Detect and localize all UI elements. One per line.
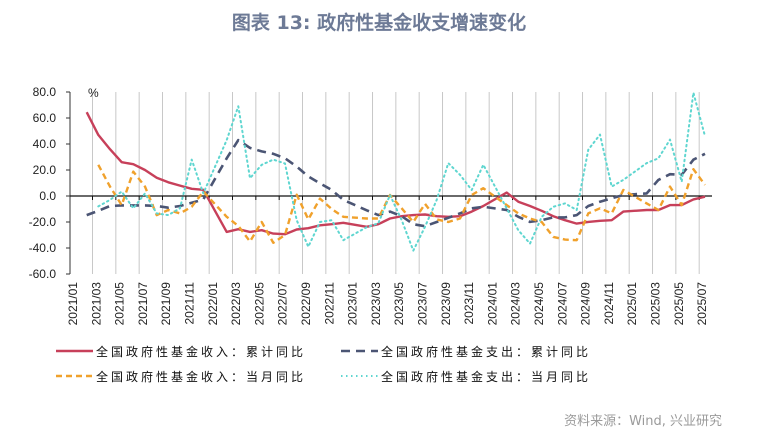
x-tick-label: 2025/07 xyxy=(695,282,709,326)
source-note: 资料来源：Wind, 兴业研究 xyxy=(564,414,722,429)
x-tick-label: 2023/01 xyxy=(346,282,360,326)
y-unit-label: % xyxy=(88,86,99,100)
x-tick-label: 2023/11 xyxy=(462,282,476,325)
x-tick-label: 2024/07 xyxy=(555,282,569,326)
series-line-4 xyxy=(97,91,706,252)
x-tick-label: 2021/03 xyxy=(89,282,103,326)
series-line-2 xyxy=(86,138,706,228)
x-tick-label: 2024/01 xyxy=(485,282,499,326)
x-tick-label: 2025/01 xyxy=(625,282,639,326)
x-tick-label: 2022/09 xyxy=(299,282,313,326)
legend-label-1: 全国政府性基金收入：累计同比 xyxy=(96,344,306,359)
x-tick-label: 2023/09 xyxy=(439,282,453,326)
x-tick-label: 2024/11 xyxy=(602,282,616,325)
x-tick-label: 2022/01 xyxy=(206,282,220,326)
x-tick-label: 2023/07 xyxy=(416,282,430,326)
y-tick-label: 60.0 xyxy=(33,111,57,125)
y-tick-label: -40.0 xyxy=(29,241,57,255)
series-line-1 xyxy=(85,111,706,236)
x-tick-label: 2021/01 xyxy=(66,282,80,326)
y-tick-label: -60.0 xyxy=(29,267,57,281)
x-tick-label: 2022/07 xyxy=(276,282,290,326)
x-tick-label: 2025/03 xyxy=(649,282,663,326)
legend-label-3: 全国政府性基金收入：当月同比 xyxy=(96,369,306,384)
x-tick-label: 2025/05 xyxy=(672,282,686,326)
x-tick-label: 2021/07 xyxy=(136,282,150,326)
x-tick-label: 2024/03 xyxy=(509,282,523,326)
x-tick-label: 2023/05 xyxy=(392,282,406,326)
x-tick-label: 2022/05 xyxy=(252,282,266,326)
legend-label-2: 全国政府性基金支出：累计同比 xyxy=(381,344,591,359)
x-tick-label: 2024/09 xyxy=(579,282,593,326)
series-line-3 xyxy=(97,164,706,245)
x-tick-label: 2021/09 xyxy=(159,282,173,326)
x-tick-label: 2023/03 xyxy=(369,282,383,326)
x-tick-label: 2024/05 xyxy=(532,282,546,326)
y-tick-label: 0.0 xyxy=(39,189,56,203)
x-tick-label: 2021/05 xyxy=(113,282,127,326)
chart-title: 图表 13: 政府性基金收支增速变化 xyxy=(231,12,527,34)
y-tick-label: 40.0 xyxy=(33,137,57,151)
y-tick-label: 80.0 xyxy=(33,85,57,99)
x-tick-label: 2022/03 xyxy=(229,282,243,326)
x-tick-label: 2022/11 xyxy=(322,282,336,325)
x-tick-label: 2021/11 xyxy=(183,282,197,325)
y-tick-label: 20.0 xyxy=(33,163,57,177)
legend-label-4: 全国政府性基金支出：当月同比 xyxy=(381,369,591,384)
y-tick-label: -20.0 xyxy=(29,215,57,229)
